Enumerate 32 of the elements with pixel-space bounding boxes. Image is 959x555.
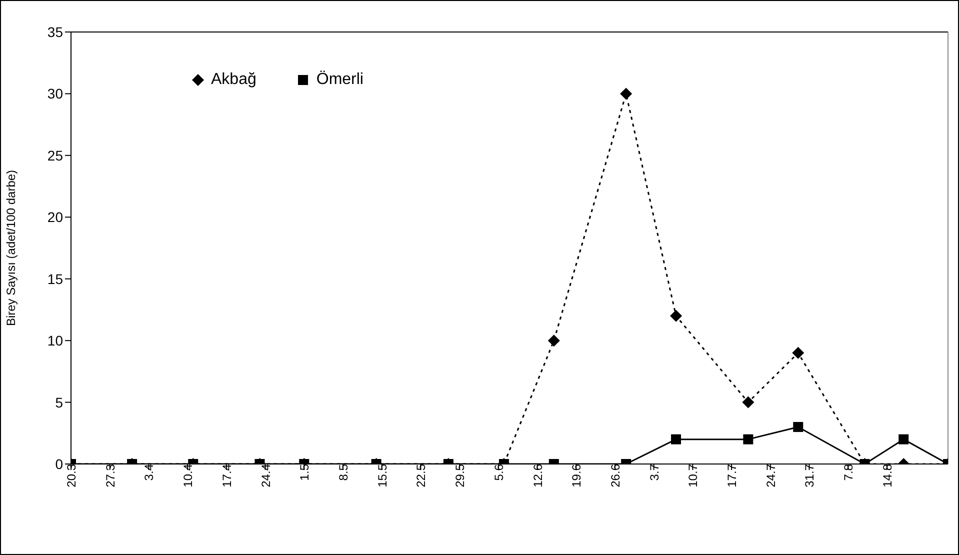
y-tick-label: 30 (47, 86, 64, 102)
x-tick-label: 26.6 (608, 464, 622, 488)
y-tick-label: 25 (47, 147, 64, 164)
x-tick-label: 10.7 (686, 464, 700, 488)
x-tick-label: 12.6 (530, 464, 545, 488)
x-tick-label: 17.7 (725, 464, 740, 488)
y-tick-label: 35 (47, 24, 64, 40)
x-tick-label: 10.4 (181, 464, 196, 488)
y-tick-label: 0 (55, 456, 64, 472)
y-tick-label: 20 (47, 209, 64, 226)
y-tick-label: 10 (47, 332, 64, 349)
x-tick-label: 3.4 (142, 464, 156, 481)
y-axis-title: Birey Sayısı (adet/100 darbe) (4, 170, 18, 326)
x-tick-label: 22.5 (414, 464, 428, 488)
x-tick-label: 17.4 (220, 464, 234, 488)
legend-label: Akbağ (211, 71, 256, 89)
x-tick-label: 24.4 (258, 464, 273, 488)
x-tick-label: 7.8 (842, 464, 856, 481)
x-tick-label: 5.6 (492, 464, 506, 481)
x-tick-label: 31.7 (802, 464, 817, 488)
legend-label: Ömerli (316, 71, 364, 89)
y-tick-label: 5 (55, 394, 64, 410)
x-tick-label: 24.7 (764, 464, 778, 488)
x-tick-label: 29.5 (453, 464, 468, 488)
x-tick-label: 15.5 (375, 464, 390, 488)
x-tick-label: 27.3 (103, 464, 118, 488)
x-tick-label: 20.3 (64, 464, 79, 488)
x-tick-label: 14.8 (880, 464, 894, 488)
x-tick-label: 1.5 (298, 464, 312, 481)
y-tick-label: 15 (47, 270, 64, 287)
x-tick-label: 19.6 (570, 464, 584, 488)
x-tick-label: 3.7 (647, 464, 662, 481)
